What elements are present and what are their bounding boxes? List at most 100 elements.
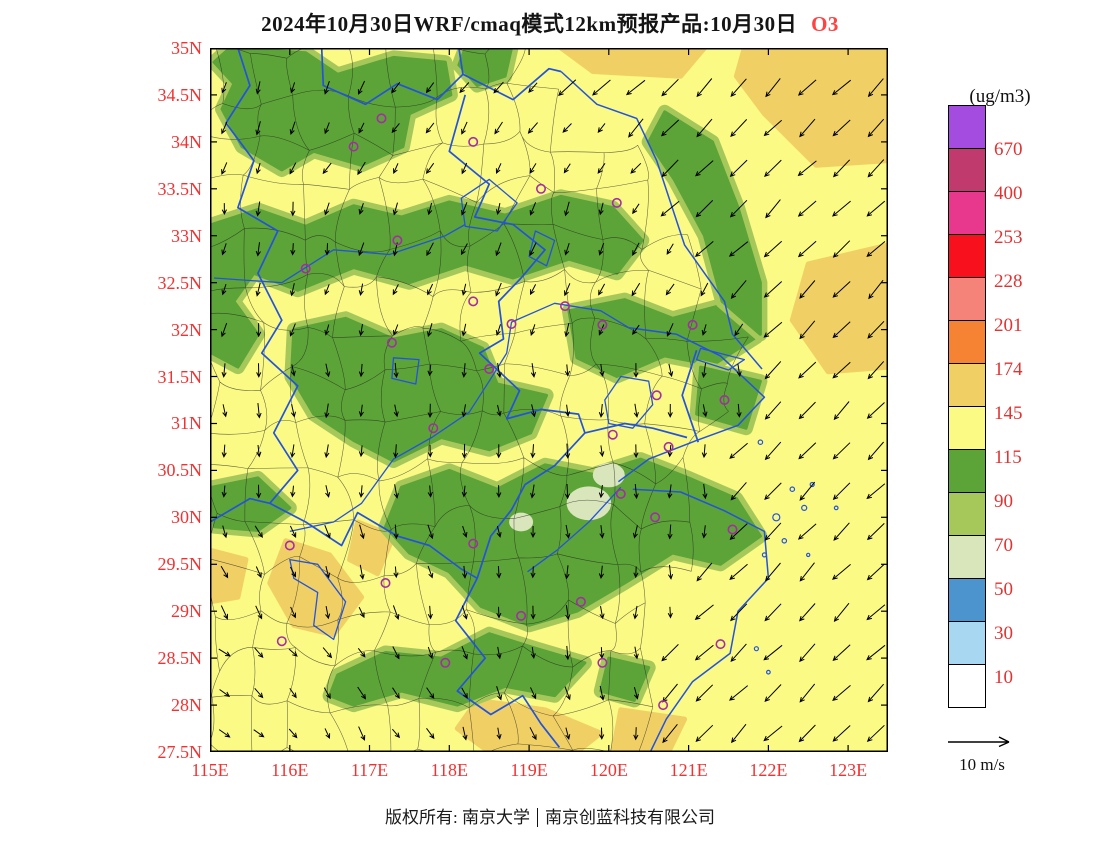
province-border	[462, 67, 562, 101]
city-marker	[380, 577, 391, 588]
map-plot-area	[209, 47, 888, 753]
lake-outline	[695, 347, 746, 371]
lon-tick-label: 120E	[589, 760, 628, 780]
city-marker	[516, 610, 527, 621]
coastline	[632, 488, 770, 752]
legend-color-box	[948, 664, 986, 708]
city-marker	[650, 512, 661, 523]
lon-tick-label: 115E	[191, 760, 229, 780]
legend-color-box	[948, 234, 986, 278]
color-legend	[948, 105, 988, 708]
island-outline	[757, 439, 764, 446]
legend-color-box	[948, 363, 986, 407]
island-outline	[809, 481, 815, 488]
fill-region-90-115	[647, 110, 762, 336]
fill-region-145-174	[733, 48, 888, 168]
lake-outline	[391, 357, 420, 385]
lake-outline	[604, 375, 654, 429]
city-marker	[376, 113, 387, 124]
legend-boundary-label: 228	[994, 271, 1023, 292]
legend-boundary-label: 174	[994, 359, 1023, 380]
province-border	[584, 422, 688, 439]
island-outline	[753, 646, 760, 652]
lake-outline	[528, 230, 556, 267]
island-outline	[789, 486, 796, 493]
hydrography	[213, 70, 839, 752]
wind-scale-arrow-icon	[948, 736, 1010, 748]
city-marker	[348, 141, 359, 152]
coastline	[617, 326, 766, 483]
legend-color-box	[948, 492, 986, 536]
fill-region-50-70	[509, 512, 534, 532]
city-markers	[276, 113, 738, 711]
legend-boundary-label: 670	[994, 139, 1023, 160]
city-marker	[663, 441, 674, 452]
city-marker	[392, 235, 403, 246]
fill-region-145-174	[789, 242, 888, 375]
island-outline	[781, 537, 788, 544]
legend-color-box	[948, 148, 986, 192]
legend-boundary-label: 70	[994, 535, 1013, 556]
lat-tick-label: 28N	[171, 695, 202, 716]
fill-region-90-115	[210, 194, 644, 369]
coastline	[560, 70, 763, 370]
fill-region-50-70	[592, 462, 625, 488]
river	[213, 223, 466, 284]
island-outline	[801, 504, 808, 511]
copyright-footer: 版权所有: 南京大学 南京创蓝科技有限公司	[0, 803, 1100, 828]
map-layers	[210, 48, 888, 752]
city-marker	[284, 540, 295, 551]
legend-boundary-label: 90	[994, 491, 1013, 512]
city-marker	[468, 538, 479, 549]
map-frame	[210, 48, 888, 752]
legend-boundary-label: 201	[994, 315, 1023, 336]
fill-region-90-115	[289, 316, 549, 463]
lon-tick-label: 118E	[430, 760, 468, 780]
city-marker	[300, 263, 311, 274]
lon-tick-label: 123E	[829, 760, 868, 780]
lat-tick-label: 32.5N	[157, 272, 203, 293]
county-boundaries	[210, 48, 749, 752]
footer-owner: 版权所有: 南京大学	[385, 808, 530, 827]
legend-color-box	[948, 578, 986, 622]
wind-arrows	[218, 78, 886, 744]
city-marker	[607, 429, 618, 440]
island-outline	[806, 552, 811, 558]
o3-concentration-map	[209, 47, 888, 753]
lat-tick-label: 30N	[171, 507, 202, 528]
legend-color-box	[948, 621, 986, 665]
legend-boundary-label: 10	[994, 667, 1013, 688]
lat-tick-label: 34N	[171, 131, 202, 152]
river	[289, 302, 630, 533]
city-marker	[597, 657, 608, 668]
city-marker	[535, 183, 546, 194]
footer-company: 南京创蓝科技有限公司	[544, 808, 715, 827]
lon-tick-label: 119E	[510, 760, 548, 780]
province-border	[454, 577, 561, 748]
page-title: 2024年10月30日WRF/cmaq模式12km预报产品:10月30日 O3	[0, 8, 1100, 38]
province-border	[476, 432, 586, 579]
lon-tick-label: 116E	[271, 760, 309, 780]
legend-color-box	[948, 277, 986, 321]
lat-tick-label: 29.5N	[157, 554, 203, 575]
title-pollutant: O3	[811, 12, 839, 36]
lon-tick-label: 117E	[350, 760, 389, 780]
lat-tick-label: 27.5N	[157, 742, 203, 762]
fill-region-50-70	[566, 486, 612, 521]
city-marker	[597, 319, 608, 330]
city-marker	[559, 301, 570, 312]
city-marker	[687, 319, 698, 330]
city-marker	[719, 394, 730, 405]
legend-boundary-label: 115	[994, 447, 1022, 468]
lat-tick-label: 30.5N	[157, 460, 203, 481]
river	[527, 486, 622, 573]
fill-region-145-174	[558, 48, 707, 79]
legend-color-box	[948, 535, 986, 579]
footer-divider	[536, 808, 538, 827]
city-marker	[386, 337, 397, 348]
island-outline	[766, 669, 771, 675]
province-border	[210, 497, 478, 580]
island-outline	[833, 505, 839, 511]
lat-tick-label: 31.5N	[157, 366, 203, 387]
